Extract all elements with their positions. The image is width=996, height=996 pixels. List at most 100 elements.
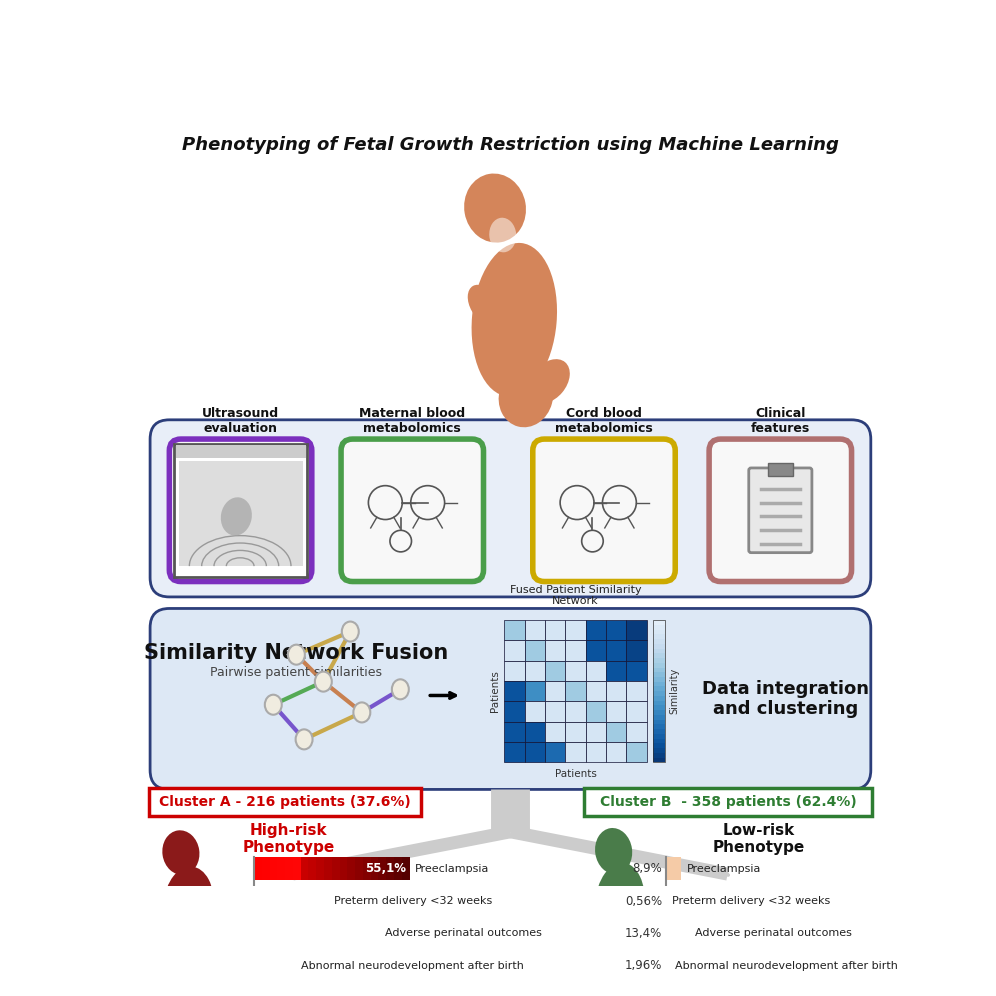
Bar [653, 701, 665, 705]
Ellipse shape [595, 863, 645, 947]
Ellipse shape [528, 360, 570, 403]
Bar [285, 858, 293, 880]
Bar [606, 621, 626, 640]
Bar [504, 660, 525, 681]
Text: 26,4%: 26,4% [285, 894, 326, 907]
Text: Preeclampsia: Preeclampsia [687, 864, 761, 873]
Bar [653, 734, 665, 739]
Bar [525, 722, 545, 742]
Text: Abnormal neurodevelopment after birth: Abnormal neurodevelopment after birth [674, 961, 897, 971]
Bar [262, 858, 270, 880]
Ellipse shape [499, 367, 553, 427]
Bar [653, 729, 665, 734]
Bar [340, 858, 348, 880]
Bar [566, 640, 586, 660]
Bar [566, 621, 586, 640]
Bar [626, 701, 646, 722]
Bar [586, 742, 606, 763]
Text: 1,96%: 1,96% [624, 959, 662, 972]
Text: 13,4%: 13,4% [624, 927, 662, 940]
Text: Ultrasound
evaluation: Ultrasound evaluation [202, 407, 279, 435]
Bar [653, 715, 665, 720]
Text: Data integration
and clustering: Data integration and clustering [702, 679, 869, 718]
Bar [653, 634, 665, 639]
Bar [175, 445, 306, 457]
Bar [653, 686, 665, 691]
Bar [653, 621, 665, 763]
Text: Fused Patient Similarity
Network: Fused Patient Similarity Network [510, 585, 641, 607]
Bar [566, 681, 586, 701]
Bar [653, 681, 665, 686]
Bar [653, 710, 665, 715]
Bar [653, 629, 665, 634]
Bar [566, 701, 586, 722]
Text: Cluster B  - 358 patients (62.4%): Cluster B - 358 patients (62.4%) [600, 795, 857, 809]
Bar [653, 624, 665, 629]
Bar [504, 701, 525, 722]
Ellipse shape [468, 285, 499, 324]
Bar [653, 705, 665, 710]
Ellipse shape [342, 622, 359, 641]
Bar [606, 660, 626, 681]
Bar [356, 858, 363, 880]
Bar [504, 722, 525, 742]
Bar [254, 922, 379, 945]
Bar [545, 621, 566, 640]
Bar [525, 681, 545, 701]
Bar [626, 742, 646, 763]
Bar [525, 621, 545, 640]
Bar [653, 643, 665, 648]
Bar [525, 640, 545, 660]
Bar [386, 858, 394, 880]
Bar [666, 954, 669, 977]
Bar [566, 660, 586, 681]
Bar [653, 639, 665, 643]
Bar [653, 653, 665, 658]
Bar [566, 742, 586, 763]
Bar [653, 696, 665, 701]
Ellipse shape [585, 886, 609, 915]
Text: Cord blood
metabolomics: Cord blood metabolomics [555, 407, 653, 435]
Text: Preterm delivery <32 weeks: Preterm delivery <32 weeks [672, 896, 831, 906]
Bar [371, 858, 378, 880]
FancyBboxPatch shape [150, 609, 871, 790]
Bar [586, 722, 606, 742]
Text: Abnormal neurodevelopment after birth: Abnormal neurodevelopment after birth [301, 961, 524, 971]
Text: Low-risk
Phenotype: Low-risk Phenotype [712, 823, 805, 855]
Bar [653, 672, 665, 677]
Text: 55,1%: 55,1% [366, 863, 406, 875]
Ellipse shape [162, 831, 199, 874]
Bar [525, 660, 545, 681]
Bar [653, 691, 665, 696]
FancyBboxPatch shape [585, 788, 872, 816]
Bar [653, 743, 665, 748]
Text: Adverse perinatal outcomes: Adverse perinatal outcomes [384, 928, 542, 938]
Ellipse shape [296, 729, 313, 749]
Bar [293, 858, 301, 880]
Ellipse shape [288, 644, 305, 664]
Ellipse shape [489, 218, 516, 252]
Bar [332, 858, 340, 880]
Ellipse shape [187, 928, 218, 967]
FancyBboxPatch shape [749, 468, 812, 553]
Bar [768, 462, 793, 476]
Bar [545, 681, 566, 701]
Ellipse shape [592, 919, 614, 955]
Ellipse shape [315, 671, 332, 691]
Bar [606, 681, 626, 701]
Bar [504, 742, 525, 763]
FancyBboxPatch shape [178, 460, 303, 566]
Text: Maternal blood
metabolomics: Maternal blood metabolomics [360, 407, 465, 435]
Bar [504, 621, 525, 640]
Bar [653, 667, 665, 672]
Text: Clinical
features: Clinical features [751, 407, 810, 435]
FancyBboxPatch shape [533, 439, 675, 582]
Text: Preterm delivery <32 weeks: Preterm delivery <32 weeks [334, 896, 492, 906]
Text: Phenotyping of Fetal Growth Restriction using Machine Learning: Phenotyping of Fetal Growth Restriction … [182, 136, 839, 154]
Bar [653, 658, 665, 662]
Ellipse shape [464, 173, 526, 243]
Bar [566, 722, 586, 742]
Bar [504, 681, 525, 701]
Bar [363, 858, 371, 880]
Text: 14,6%: 14,6% [251, 959, 292, 972]
